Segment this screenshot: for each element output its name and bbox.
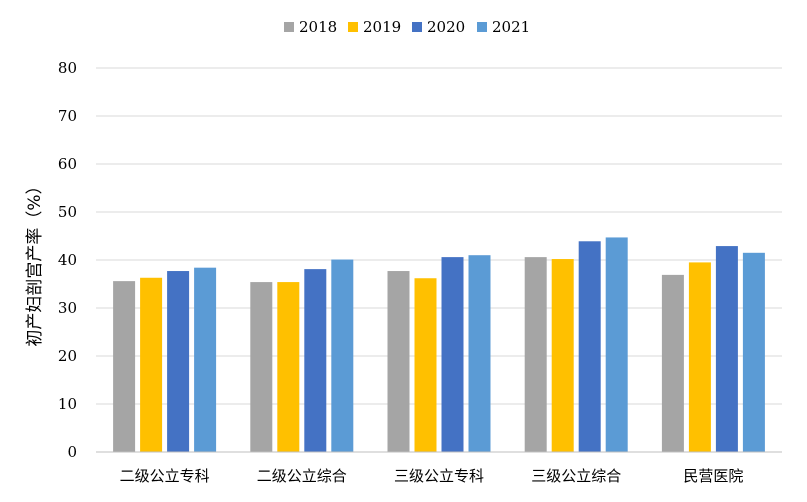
bar-2020-3 [441, 257, 464, 452]
bars [113, 237, 765, 452]
bar-2019-3 [414, 278, 437, 452]
bar-2021-4 [605, 237, 628, 452]
bar-2020-5 [715, 246, 738, 452]
bar-2021-5 [742, 252, 765, 452]
bar-2019-1 [140, 277, 163, 452]
bar-2020-1 [167, 271, 190, 452]
bar-2018-3 [387, 271, 410, 452]
bar-2019-5 [688, 262, 711, 452]
x-axis-categories: 二级公立专科 二级公立综合 三级公立专科 三级公立综合 民营医院 [120, 467, 744, 485]
bar-2021-1 [194, 267, 217, 452]
y-tick-label: 10 [58, 395, 77, 413]
legend-label: 2020 [427, 18, 465, 36]
y-tick-label: 50 [58, 203, 77, 221]
bar-2018-2 [250, 282, 273, 452]
legend-swatch-2021 [477, 22, 487, 32]
x-category-label: 民营医院 [683, 467, 743, 485]
y-tick-label: 70 [58, 107, 77, 125]
y-axis-ticks: 0 10 20 30 40 50 60 70 80 [58, 59, 77, 461]
x-category-label: 二级公立专科 [120, 467, 210, 485]
bar-2021-2 [331, 259, 354, 452]
y-tick-label: 20 [58, 347, 77, 365]
bar-2020-2 [304, 269, 327, 452]
bar-2019-2 [277, 282, 300, 452]
bar-2018-4 [524, 257, 547, 452]
y-axis-label: 初产妇剖宫产率（%） [25, 177, 45, 346]
x-category-label: 三级公立专科 [394, 467, 484, 485]
bar-2018-5 [661, 274, 684, 452]
legend-label: 2019 [363, 18, 401, 36]
bar-2019-4 [551, 259, 574, 452]
y-tick-label: 0 [67, 443, 77, 461]
y-tick-label: 30 [58, 299, 77, 317]
legend-swatch-2019 [348, 22, 358, 32]
legend-swatch-2020 [412, 22, 422, 32]
y-tick-label: 60 [58, 155, 77, 173]
legend: 2018 2019 2020 2021 [284, 18, 530, 36]
legend-label: 2018 [299, 18, 337, 36]
bar-2021-3 [468, 255, 491, 452]
legend-label: 2021 [492, 18, 530, 36]
x-category-label: 三级公立综合 [531, 467, 621, 485]
bar-2018-1 [113, 281, 136, 452]
x-category-label: 二级公立综合 [257, 467, 347, 485]
y-tick-label: 80 [58, 59, 77, 77]
bar-2020-4 [578, 241, 601, 452]
legend-swatch-2018 [284, 22, 294, 32]
y-tick-label: 40 [58, 251, 77, 269]
